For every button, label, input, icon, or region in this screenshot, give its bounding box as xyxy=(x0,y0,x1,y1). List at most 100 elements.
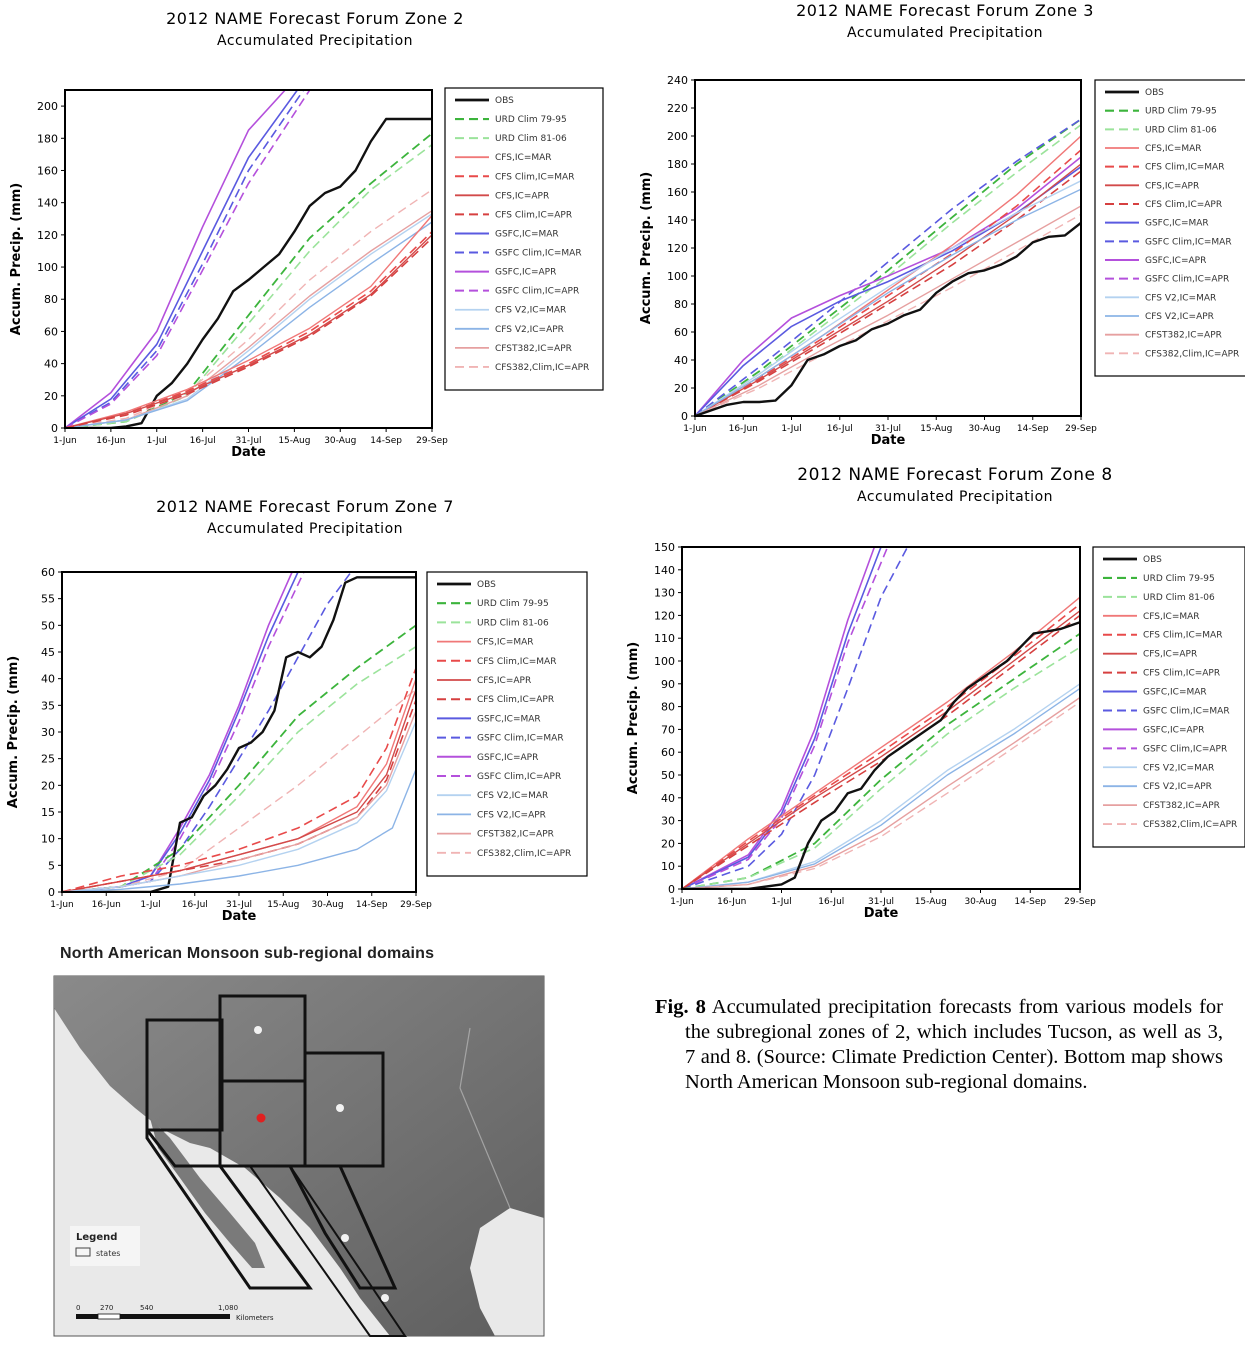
series-line xyxy=(682,621,1080,889)
domain-box-sw-coastal xyxy=(145,1125,313,1290)
x-tick-label: 31-Jul xyxy=(235,436,261,446)
series-line xyxy=(695,180,1081,416)
scale-label: 540 xyxy=(140,1304,153,1312)
legend-label: GSFC Clim,IC=APR xyxy=(495,287,579,297)
chart-zone-7-plot: 0 5 10 15 20 25 30 35 40 45 50 55 60 1-Jun 16-Jun 1-Jul… xyxy=(6,566,588,924)
y-tick-label: 140 xyxy=(654,564,675,577)
zone-marker xyxy=(381,1294,389,1302)
legend-label: URD Clim 79-95 xyxy=(495,115,567,125)
x-tick-label: 1-Jul xyxy=(771,897,791,907)
y-tick-label: 30 xyxy=(41,726,55,739)
x-tick-label: 31-Jul xyxy=(868,897,894,907)
x-tick-label: 15-Aug xyxy=(920,424,952,434)
y-tick-label: 0 xyxy=(668,883,675,896)
series-group xyxy=(62,572,416,892)
series-line xyxy=(65,189,432,428)
legend-label: CFS Clim,IC=APR xyxy=(1145,200,1222,210)
chart-zone-2: 2012 NAME Forecast Forum Zone 2 Accumula… xyxy=(0,0,604,470)
y-tick-label: 160 xyxy=(667,186,688,199)
chart-zone-3: 2012 NAME Forecast Forum Zone 3 Accumula… xyxy=(625,0,1245,460)
legend-label: GSFC,IC=MAR xyxy=(477,714,541,724)
series-line xyxy=(695,163,1081,416)
plot-frame xyxy=(61,571,417,893)
y-tick-label: 30 xyxy=(661,815,675,828)
x-tick-label: 30-Aug xyxy=(964,897,996,907)
y-tick-label: 150 xyxy=(654,541,675,554)
series-line xyxy=(682,614,1080,889)
x-tick-label: 16-Jun xyxy=(717,897,746,907)
y-tick-label: 80 xyxy=(44,293,58,306)
series-line xyxy=(695,221,1081,416)
series-line xyxy=(62,572,352,892)
chart-zone-3-plot: 0 20 40 60 80 100 120 140 160 180 200 220 240 1-Jun 16… xyxy=(639,74,1245,448)
legend-label: OBS xyxy=(1145,88,1164,98)
legend-label: URD Clim 81-06 xyxy=(1143,593,1215,603)
legend-label: URD Clim 79-95 xyxy=(1143,574,1215,584)
map-scale-bar: 0 270 540 1,080 Kilometers xyxy=(76,1304,274,1322)
series-line xyxy=(695,213,1081,416)
legend-label: URD Clim 81-06 xyxy=(495,134,567,144)
chart-title-text: 2012 NAME Forecast Forum Zone 8 xyxy=(797,465,1113,485)
legend-label: CFS V2,IC=APR xyxy=(495,325,564,335)
y-tick-label: 130 xyxy=(654,587,675,600)
y-tick-label: 40 xyxy=(41,673,55,686)
y-tick-label: 50 xyxy=(41,619,55,632)
scale-segment xyxy=(142,1314,230,1319)
chart-subtitle: Accumulated Precipitation xyxy=(216,33,414,49)
legend-label: CFS,IC=APR xyxy=(1143,650,1197,660)
legend-label: GSFC,IC=MAR xyxy=(495,229,559,239)
series-group xyxy=(695,118,1081,416)
legend-label: GSFC Clim,IC=APR xyxy=(1145,275,1229,285)
caption-label: Fig. 8 xyxy=(655,996,706,1018)
legend-label: GSFC Clim,IC=MAR xyxy=(495,249,582,259)
x-tick-label: 16-Jun xyxy=(729,424,758,434)
map-legend-swatch xyxy=(75,1247,91,1257)
legend-label: CFS Clim,IC=APR xyxy=(477,695,554,705)
y-axis-label: Accum. Precip. (mm) xyxy=(626,642,641,794)
chart-title-text: 2012 NAME Forecast Forum Zone 7 xyxy=(156,497,454,516)
series-line xyxy=(695,170,1081,416)
y-tick-label: 70 xyxy=(661,723,675,736)
legend-label: URD Clim 81-06 xyxy=(477,618,549,628)
legend-label: CFST382,IC=APR xyxy=(1143,801,1220,811)
legend-label: CFS,IC=MAR xyxy=(1143,612,1200,622)
legend-label: CFS,IC=APR xyxy=(495,191,549,201)
legend-label: GSFC,IC=APR xyxy=(477,753,538,763)
series-line xyxy=(682,547,876,889)
plot-frame xyxy=(64,89,433,429)
y-tick-label: 0 xyxy=(48,886,55,899)
domain-box-far-south xyxy=(248,1165,407,1337)
x-tick-label: 15-Aug xyxy=(278,436,310,446)
domain-box-south xyxy=(287,1164,398,1290)
figure-caption: Fig. 8 Accumulated precipitation forecas… xyxy=(655,995,1223,1095)
y-tick-label: 35 xyxy=(41,699,55,712)
y-tick-label: 20 xyxy=(44,390,58,403)
x-axis-label: Date xyxy=(864,906,899,921)
legend-label: CFST382,IC=APR xyxy=(495,344,572,354)
scale-label: 270 xyxy=(100,1304,113,1312)
tucson-marker xyxy=(256,1113,266,1123)
legend-label: CFS Clim,IC=MAR xyxy=(1145,163,1224,173)
y-tick-label: 10 xyxy=(661,860,675,873)
series-line xyxy=(695,118,1081,416)
monsoon-domains-map: Legend states 0 270 540 1,080 Kilometers xyxy=(53,975,545,1337)
series-line xyxy=(682,646,1080,889)
chart-zone-2-plot: 0 20 40 60 80 100 120 140 160 180 200 1-Jun 16-Jun 1-… xyxy=(9,87,604,460)
x-tick-label: 16-Jul xyxy=(818,897,844,907)
chart-title: 2012 NAME Forecast Forum Zone 2 Accumula… xyxy=(60,8,570,52)
y-tick-label: 20 xyxy=(661,837,675,850)
y-tick-label: 0 xyxy=(681,410,688,423)
chart-subtitle: Accumulated Precipitation xyxy=(846,25,1044,41)
y-tick-label: 100 xyxy=(667,270,688,283)
legend-label: URD Clim 79-95 xyxy=(477,599,549,609)
x-tick-label: 1-Jun xyxy=(670,897,694,907)
legend-label: GSFC Clim,IC=APR xyxy=(477,772,561,782)
y-tick-label: 120 xyxy=(667,242,688,255)
legend-label: URD Clim 79-95 xyxy=(1145,107,1217,117)
scale-label: 0 xyxy=(76,1304,80,1312)
chart-zone-8-plot: 0 10 20 30 40 50 60 70 80 90 100 110 120 130 140 150 1-J… xyxy=(626,541,1245,921)
chart-title-text: 2012 NAME Forecast Forum Zone 2 xyxy=(166,9,464,28)
series-line xyxy=(65,231,432,428)
y-tick-label: 90 xyxy=(661,678,675,691)
series-line xyxy=(682,687,1080,889)
